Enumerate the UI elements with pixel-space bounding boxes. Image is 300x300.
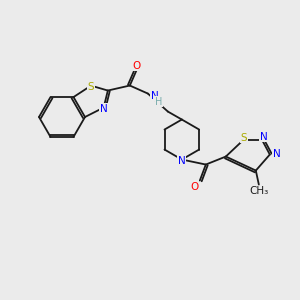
- Text: S: S: [241, 133, 247, 142]
- Text: O: O: [191, 182, 199, 191]
- Text: N: N: [178, 155, 186, 166]
- Text: O: O: [133, 61, 141, 70]
- Text: CH₃: CH₃: [249, 185, 268, 196]
- Text: N: N: [273, 148, 281, 158]
- Text: N: N: [260, 131, 268, 142]
- Text: S: S: [88, 82, 94, 92]
- Text: H: H: [155, 97, 163, 106]
- Text: N: N: [151, 91, 159, 100]
- Text: N: N: [100, 103, 107, 113]
